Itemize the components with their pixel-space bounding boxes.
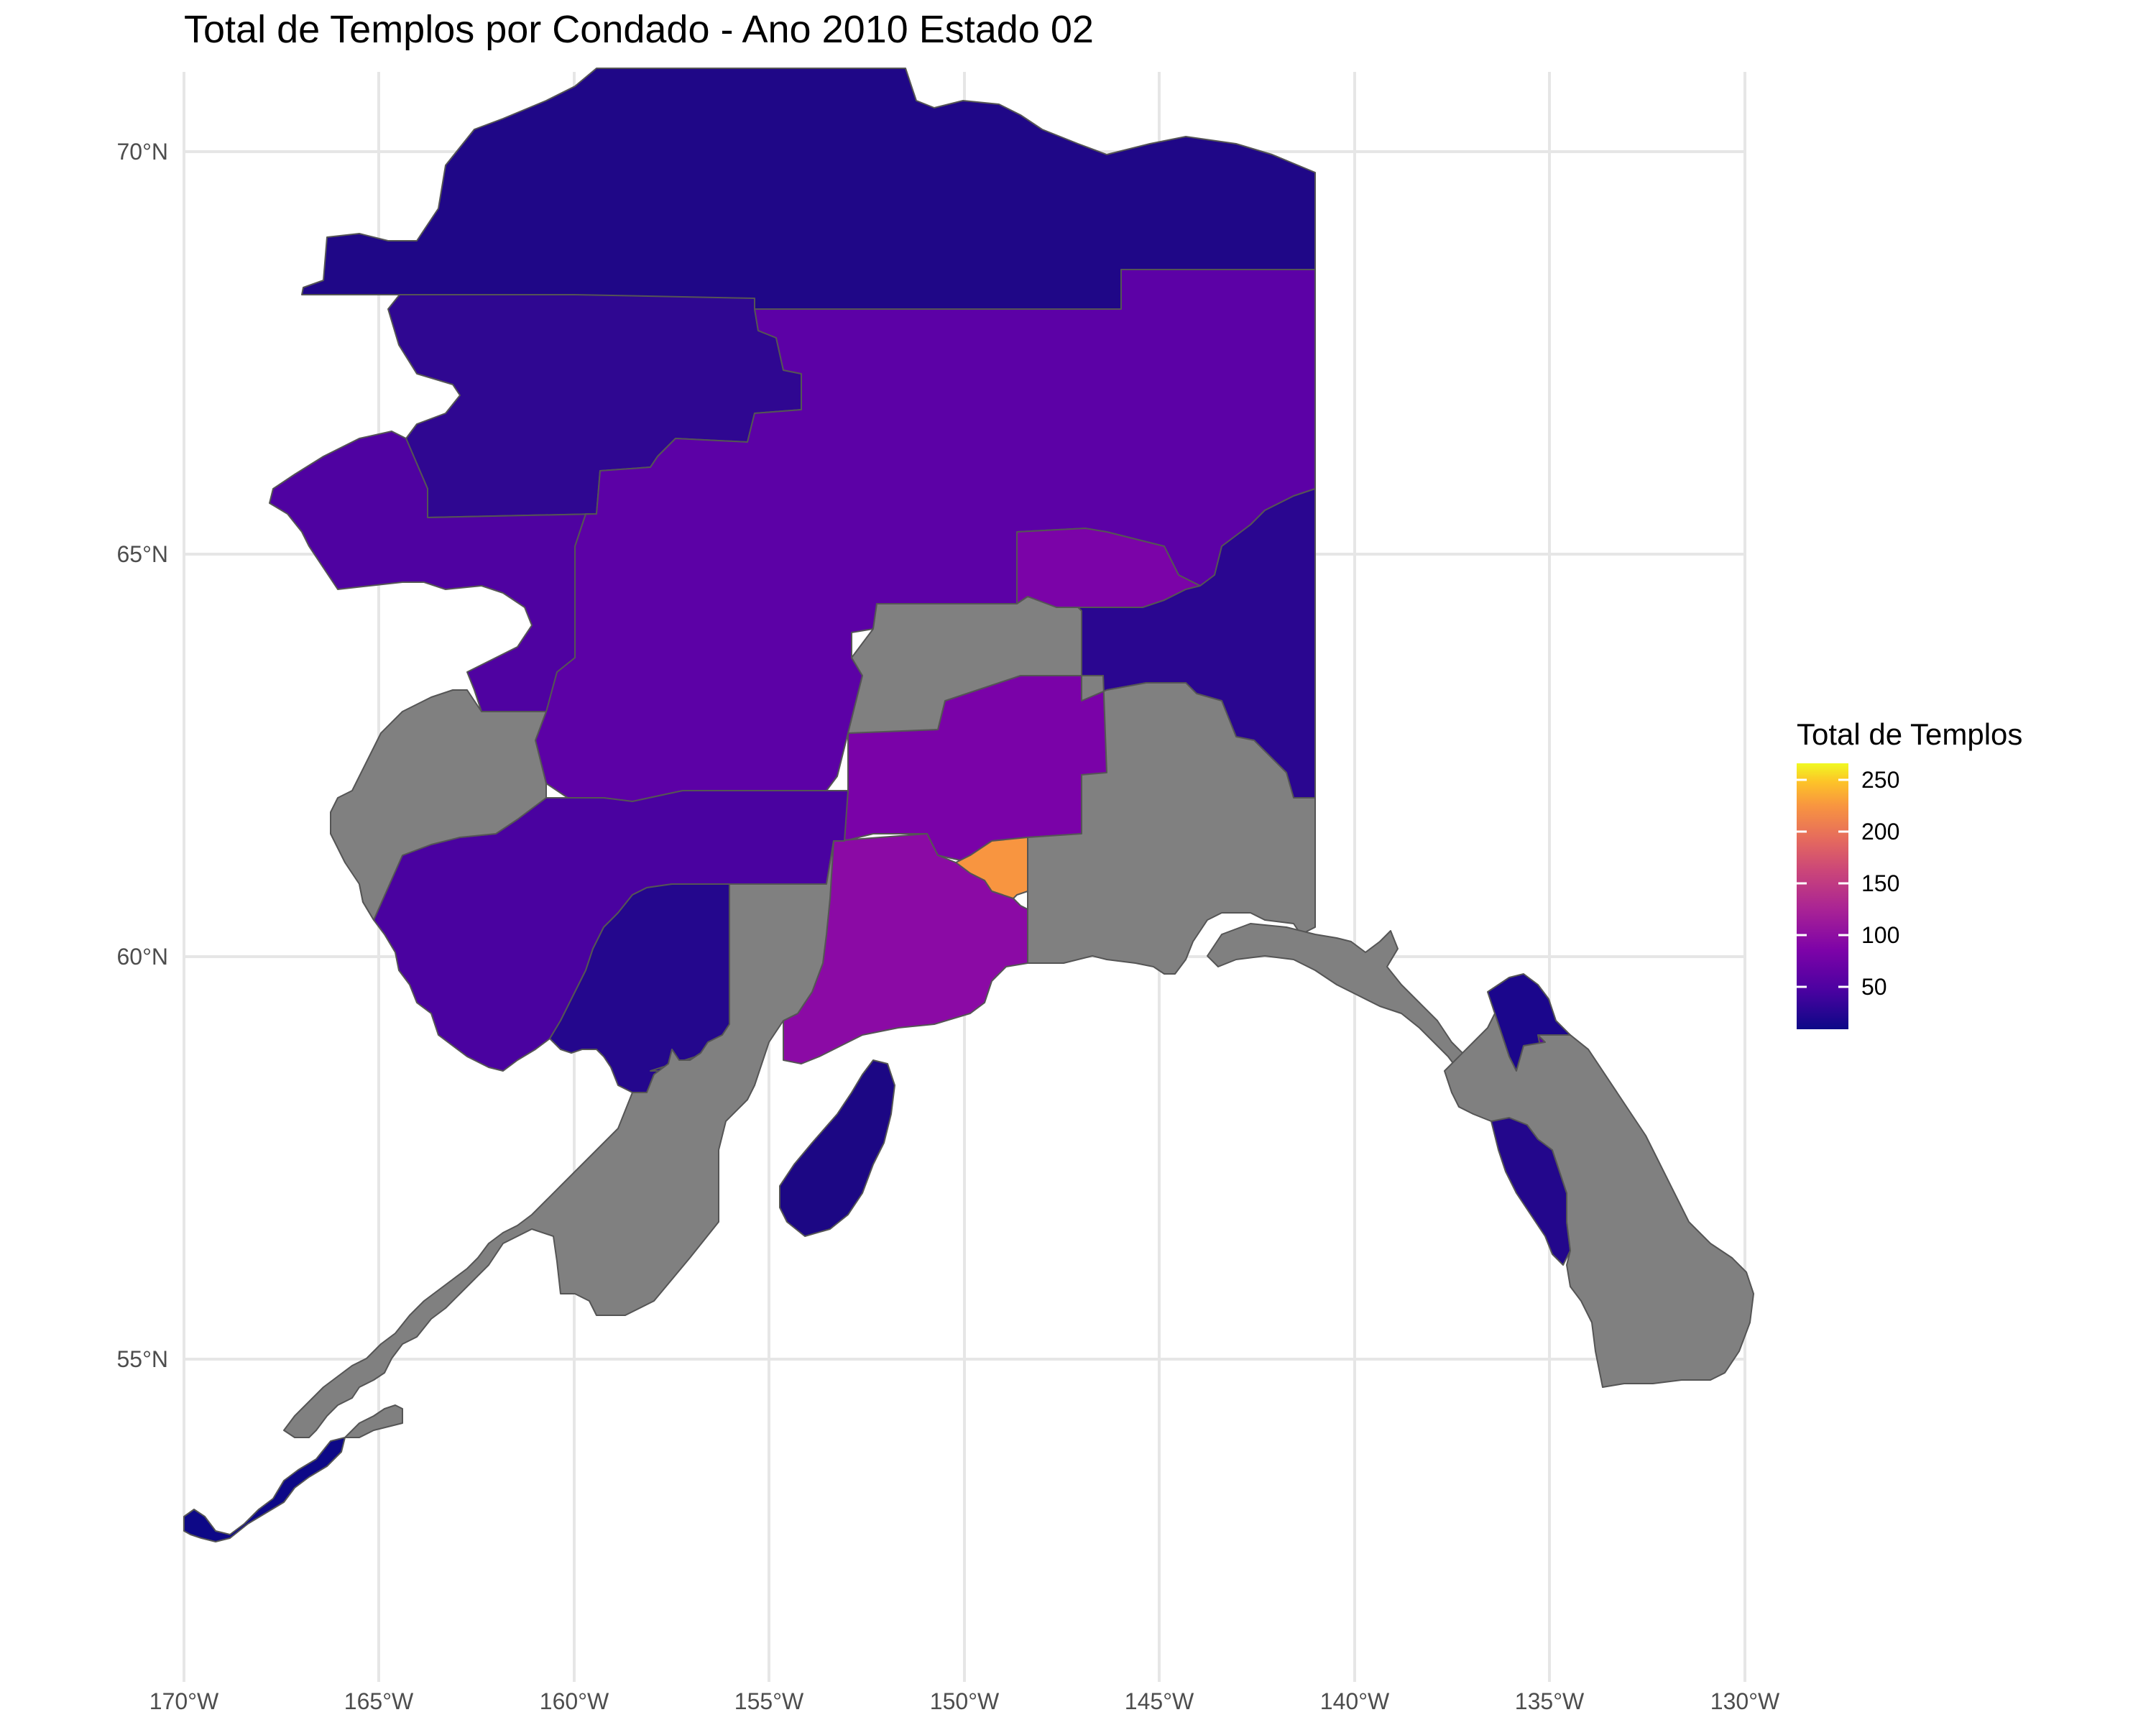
x-tick-label: 150°W <box>930 1688 1000 1714</box>
x-tick-label: 140°W <box>1320 1688 1390 1714</box>
region-no-data-west <box>330 689 547 921</box>
x-tick-label: 160°W <box>540 1688 609 1714</box>
region-no-data-interior <box>847 596 1316 975</box>
legend-label: 100 <box>1861 922 1899 948</box>
region-no-data-southeast-coast <box>1207 923 1474 1072</box>
x-axis-labels: 170°W 165°W 160°W 155°W 150°W 145°W 140°… <box>149 1688 1780 1714</box>
y-axis-labels: 55°N 60°N 65°N 70°N <box>117 139 169 1372</box>
y-tick-label: 65°N <box>117 541 169 567</box>
x-tick-label: 155°W <box>734 1688 804 1714</box>
legend-label: 150 <box>1861 870 1899 896</box>
legend-label: 200 <box>1861 819 1899 845</box>
y-tick-label: 70°N <box>117 139 169 165</box>
legend-label: 50 <box>1861 974 1887 1000</box>
region-no-data-panhandle <box>1444 1013 1754 1388</box>
region-no-data-southwest <box>283 840 834 1438</box>
x-tick-label: 165°W <box>344 1688 414 1714</box>
legend-label: 250 <box>1861 767 1899 793</box>
x-tick-label: 145°W <box>1125 1688 1194 1714</box>
y-tick-label: 60°N <box>117 944 169 970</box>
region-aleutians-west <box>183 1437 346 1542</box>
x-tick-label: 130°W <box>1710 1688 1780 1714</box>
regions <box>183 68 1618 1542</box>
y-tick-label: 55°N <box>117 1346 169 1372</box>
region-nome <box>269 431 597 712</box>
legend: Total de Templos 250 200 150 100 50 <box>1797 717 2022 1029</box>
legend-colorbar <box>1797 763 1848 1029</box>
region-kodiak <box>779 1059 895 1237</box>
page-title: Total de Templos por Condado - Ano 2010 … <box>184 8 1094 51</box>
region-no-data-aleutians-east <box>344 1404 403 1438</box>
x-tick-label: 170°W <box>149 1688 219 1714</box>
x-tick-label: 135°W <box>1515 1688 1585 1714</box>
regions-no-data <box>283 596 1754 1438</box>
legend-title: Total de Templos <box>1797 717 2022 751</box>
legend-ticks <box>1797 778 1848 988</box>
